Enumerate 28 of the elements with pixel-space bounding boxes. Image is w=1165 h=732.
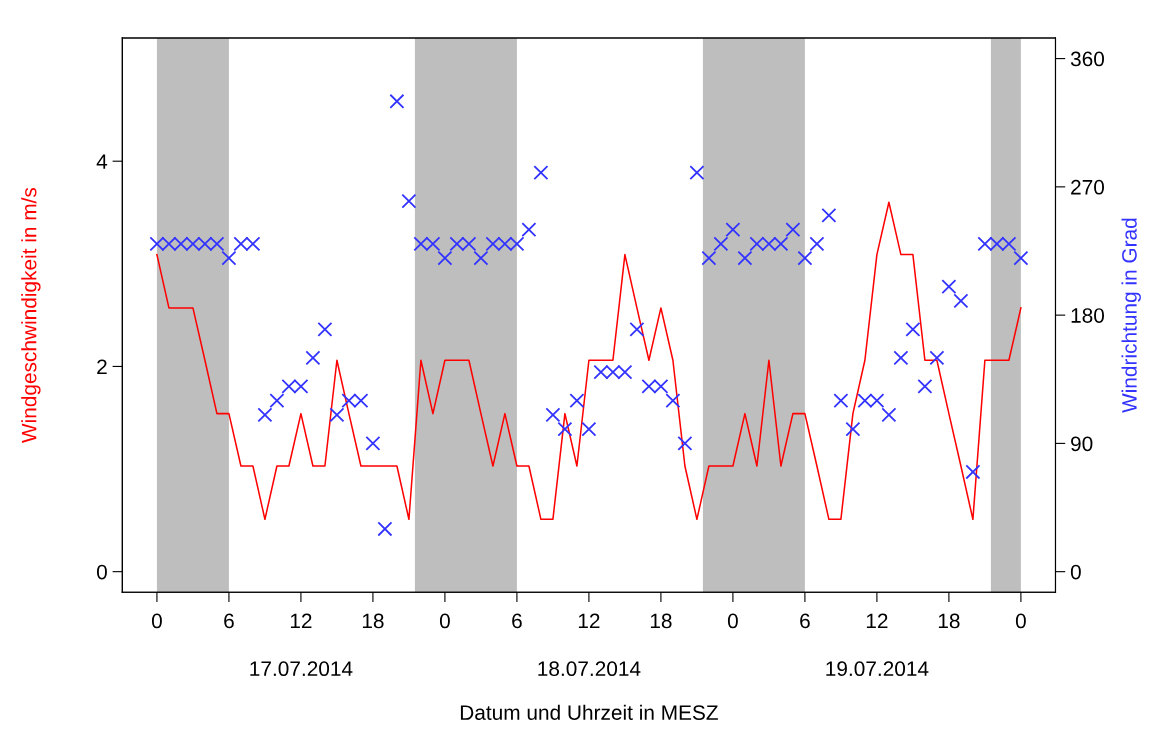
x-tick-label: 18: [362, 613, 384, 629]
y-axis-title: Windgeschwindigkeit in m/s: [21, 187, 41, 443]
x-tick-label: 6: [800, 613, 810, 629]
x-tick-label: 0: [727, 613, 738, 629]
x2-tick-label: 19.07.2014: [826, 661, 929, 677]
y2-tick-label: 90: [1071, 436, 1093, 452]
y2-tick-label: 270: [1071, 179, 1105, 195]
x-tick-label: 0: [151, 613, 162, 629]
x-tick-label: 12: [866, 613, 888, 629]
x-tick-label: 6: [224, 613, 234, 629]
y2-tick-label: 180: [1071, 308, 1105, 323]
line-series: [156, 201, 1022, 521]
x2-tick-label: 18.07.2014: [538, 661, 641, 677]
y-tick-label: 2: [97, 359, 107, 374]
x-axis-title: Datum und Uhrzeit in MESZ: [460, 704, 718, 720]
x2-tick-label: 17.07.2014: [250, 661, 353, 677]
x-tick-label: 0: [439, 613, 450, 629]
y-tick-label: 0: [96, 564, 107, 580]
x-tick-label: 18: [650, 613, 672, 629]
x-tick-label: 12: [290, 613, 312, 629]
x-tick-label: 0: [1015, 613, 1026, 629]
y2-tick-label: 0: [1070, 564, 1081, 580]
y-tick-label: 4: [96, 154, 108, 169]
y2-axis-title: Windrichtung in Grad: [1121, 218, 1141, 413]
x-tick-label: 12: [578, 613, 600, 629]
x-tick-label: 6: [512, 613, 522, 629]
x-tick-label: 18: [938, 613, 960, 629]
y2-tick-label: 360: [1070, 51, 1105, 67]
